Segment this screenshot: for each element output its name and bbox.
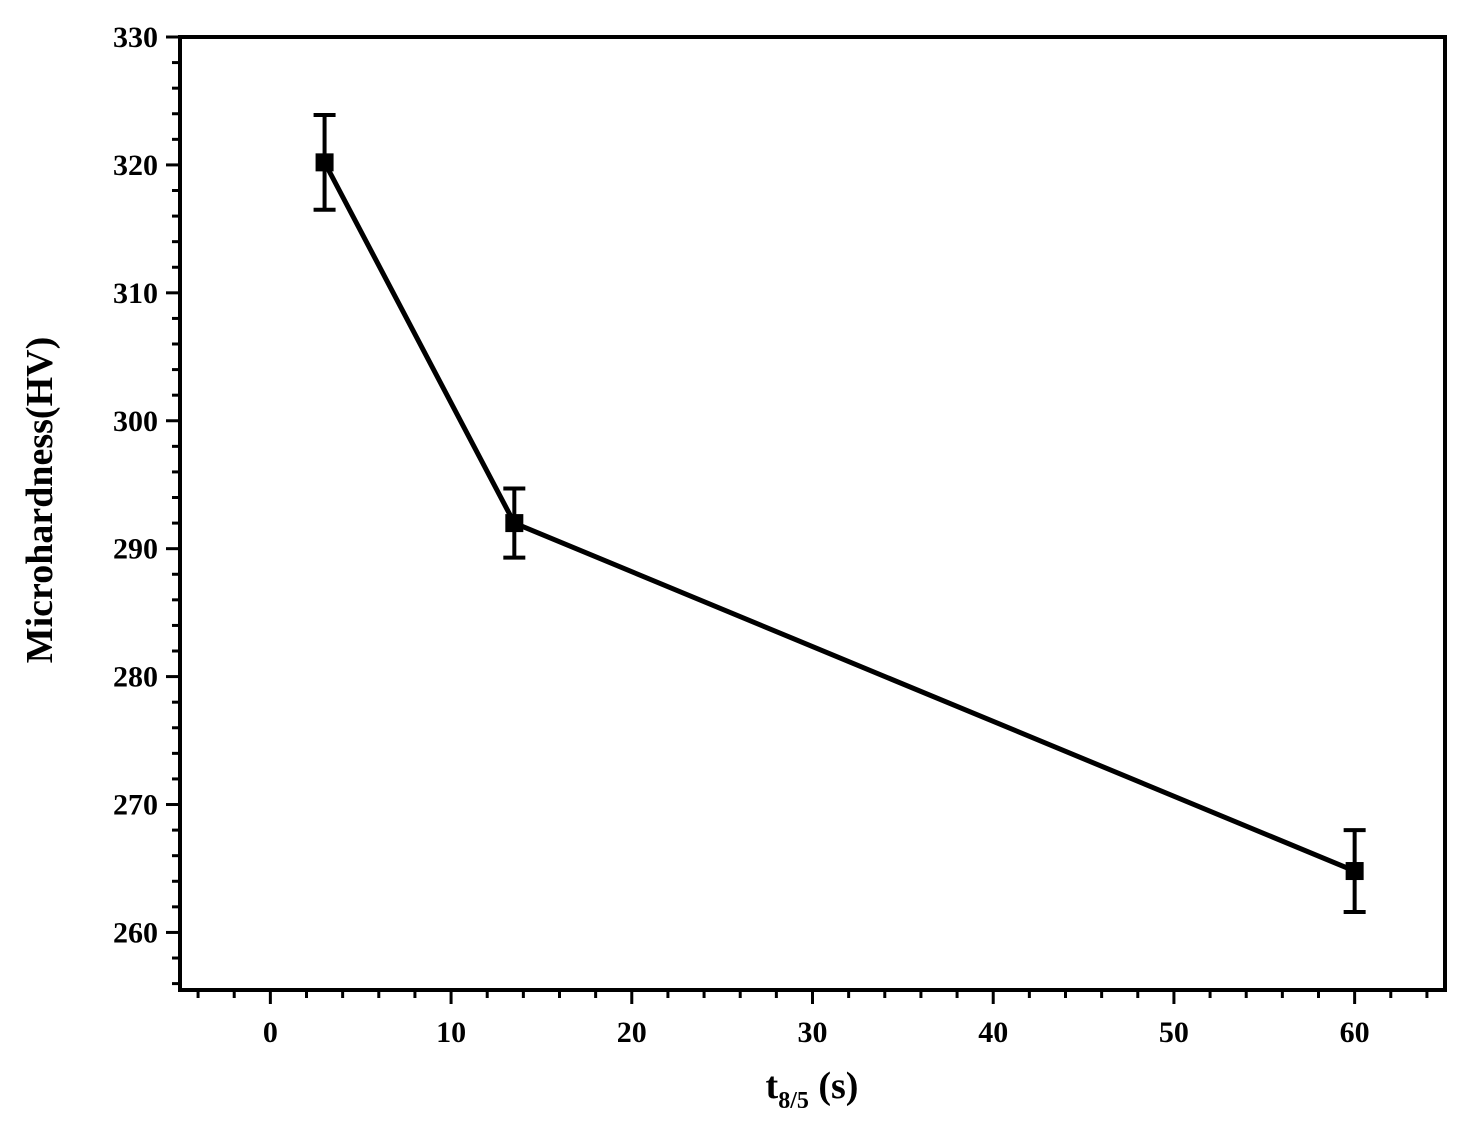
x-tick-label: 40 bbox=[978, 1016, 1008, 1049]
y-tick-label: 260 bbox=[113, 916, 158, 949]
x-tick-label: 20 bbox=[617, 1016, 647, 1049]
data-point bbox=[505, 514, 524, 533]
series-line bbox=[322, 161, 1356, 874]
x-axis-title-unit: (s) bbox=[809, 1065, 859, 1107]
x-axis-title-subscript: 8/5 bbox=[778, 1088, 809, 1114]
y-tick-label: 280 bbox=[113, 661, 158, 694]
x-tick-label: 50 bbox=[1159, 1016, 1189, 1049]
y-tick-label: 320 bbox=[113, 149, 158, 182]
plot-frame bbox=[178, 35, 1447, 992]
y-tick-label: 300 bbox=[113, 405, 158, 438]
plot-area bbox=[313, 113, 1366, 914]
data-point bbox=[1345, 862, 1364, 881]
y-tick-label: 330 bbox=[113, 21, 158, 54]
y-tick-label: 270 bbox=[113, 789, 158, 822]
y-axis-title: Microhardness(HV) bbox=[19, 337, 61, 664]
data-point bbox=[315, 153, 334, 172]
x-axis-title-main: t bbox=[766, 1065, 779, 1107]
axes: 0 10 20 30 40 50 60 260 270 280 290 300 310 320 330 bbox=[113, 21, 1447, 1049]
x-tick-label: 60 bbox=[1340, 1016, 1370, 1049]
x-tick-label: 30 bbox=[798, 1016, 828, 1049]
x-tick-label: 0 bbox=[263, 1016, 278, 1049]
y-tick-label: 290 bbox=[113, 533, 158, 566]
x-axis-title: t8/5 (s) bbox=[766, 1065, 859, 1114]
y-tick-label: 310 bbox=[113, 277, 158, 310]
x-tick-label: 10 bbox=[436, 1016, 466, 1049]
